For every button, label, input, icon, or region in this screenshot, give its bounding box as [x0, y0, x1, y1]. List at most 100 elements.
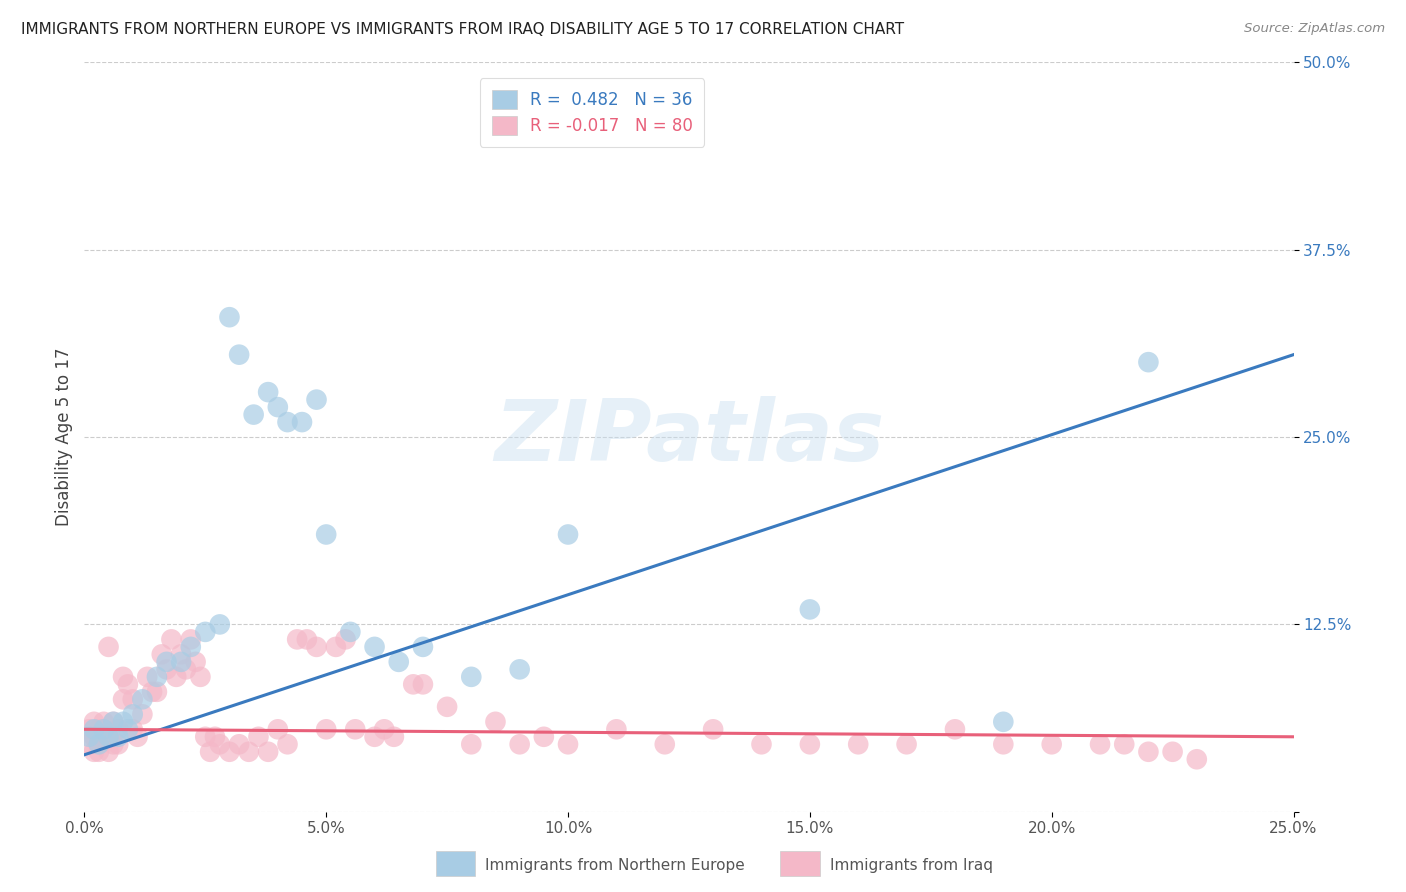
Point	[460, 670, 482, 684]
Point	[218, 745, 240, 759]
Point	[557, 737, 579, 751]
Point	[170, 648, 193, 662]
Point	[218, 310, 240, 325]
Point	[117, 723, 139, 737]
Point	[363, 640, 385, 654]
Point	[509, 662, 531, 676]
Point	[121, 692, 143, 706]
Point	[180, 640, 202, 654]
Point	[194, 624, 217, 639]
Text: Immigrants from Iraq: Immigrants from Iraq	[830, 858, 993, 872]
Point	[97, 730, 120, 744]
Point	[382, 730, 405, 744]
Point	[83, 730, 105, 744]
Point	[373, 723, 395, 737]
Point	[1088, 737, 1111, 751]
Point	[127, 730, 149, 744]
Point	[896, 737, 918, 751]
Point	[943, 723, 966, 737]
Point	[180, 632, 202, 647]
Point	[1161, 745, 1184, 759]
Point	[1137, 355, 1160, 369]
Point	[131, 707, 153, 722]
Point	[103, 737, 125, 751]
Point	[83, 745, 105, 759]
Point	[190, 670, 212, 684]
Point	[103, 714, 125, 729]
Point	[103, 714, 125, 729]
Point	[170, 655, 193, 669]
Point	[242, 408, 264, 422]
Point	[87, 737, 110, 751]
Point	[484, 714, 506, 729]
Point	[295, 632, 318, 647]
Point	[605, 723, 627, 737]
Point	[509, 737, 531, 751]
Point	[112, 714, 135, 729]
Point	[121, 707, 143, 722]
Text: Source: ZipAtlas.com: Source: ZipAtlas.com	[1244, 22, 1385, 36]
Point	[344, 723, 367, 737]
Point	[131, 692, 153, 706]
Point	[799, 602, 821, 616]
Legend: R =  0.482   N = 36, R = -0.017   N = 80: R = 0.482 N = 36, R = -0.017 N = 80	[479, 78, 704, 147]
Point	[93, 723, 115, 737]
Point	[402, 677, 425, 691]
Point	[228, 348, 250, 362]
Point	[654, 737, 676, 751]
Point	[93, 714, 115, 729]
Point	[247, 730, 270, 744]
Point	[846, 737, 869, 751]
Point	[87, 723, 110, 737]
Point	[315, 723, 337, 737]
Point	[77, 723, 100, 737]
Point	[112, 670, 135, 684]
Point	[174, 662, 197, 676]
Point	[77, 730, 100, 744]
Point	[702, 723, 724, 737]
Point	[1040, 737, 1063, 751]
Point	[412, 677, 434, 691]
Point	[305, 640, 328, 654]
Point	[83, 714, 105, 729]
Point	[257, 745, 280, 759]
Point	[198, 745, 221, 759]
Point	[141, 685, 163, 699]
Text: Immigrants from Northern Europe: Immigrants from Northern Europe	[485, 858, 745, 872]
Point	[107, 723, 129, 737]
Point	[121, 723, 143, 737]
Point	[291, 415, 314, 429]
Point	[87, 745, 110, 759]
Point	[117, 677, 139, 691]
Text: ZIPatlas: ZIPatlas	[494, 395, 884, 479]
Point	[315, 527, 337, 541]
Point	[112, 692, 135, 706]
Point	[238, 745, 260, 759]
Text: IMMIGRANTS FROM NORTHERN EUROPE VS IMMIGRANTS FROM IRAQ DISABILITY AGE 5 TO 17 C: IMMIGRANTS FROM NORTHERN EUROPE VS IMMIG…	[21, 22, 904, 37]
Point	[160, 632, 183, 647]
Point	[799, 737, 821, 751]
Point	[155, 655, 177, 669]
Point	[533, 730, 555, 744]
Point	[228, 737, 250, 751]
Point	[155, 662, 177, 676]
Point	[257, 385, 280, 400]
Point	[208, 737, 231, 751]
Point	[146, 670, 169, 684]
Point	[751, 737, 773, 751]
Point	[150, 648, 173, 662]
Point	[97, 640, 120, 654]
Point	[388, 655, 411, 669]
Point	[97, 730, 120, 744]
Point	[1114, 737, 1136, 751]
Point	[993, 714, 1015, 729]
Point	[276, 415, 298, 429]
Point	[335, 632, 357, 647]
Point	[107, 730, 129, 744]
Point	[194, 730, 217, 744]
Point	[97, 745, 120, 759]
Point	[136, 670, 159, 684]
Point	[993, 737, 1015, 751]
Point	[146, 685, 169, 699]
Point	[325, 640, 347, 654]
